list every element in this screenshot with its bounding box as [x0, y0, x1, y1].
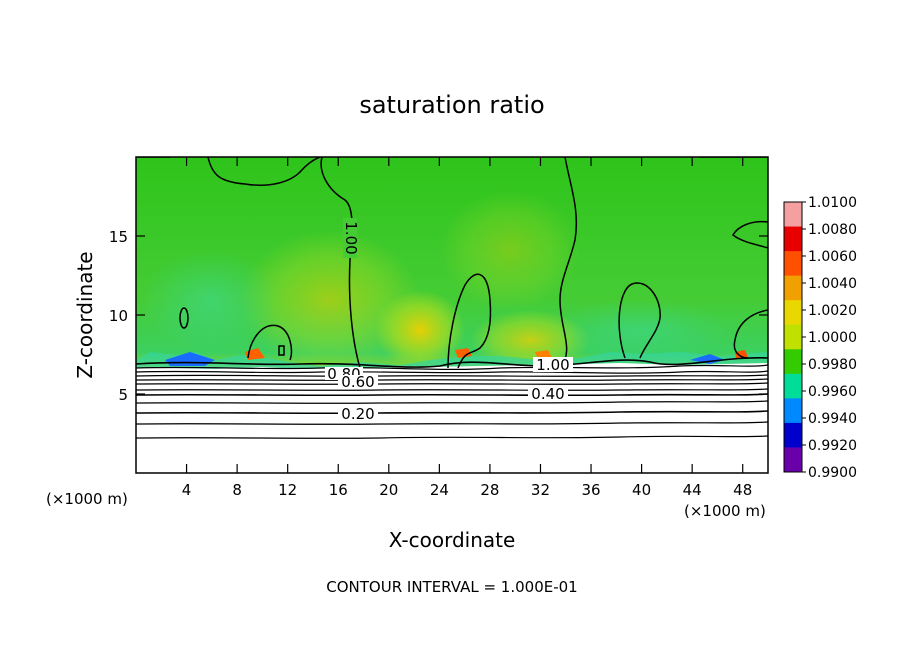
hot-spot: [535, 350, 552, 359]
x-tick-label: 12: [278, 481, 297, 499]
x-unit-left: (×1000 m): [46, 490, 128, 508]
x-tick-label: 32: [531, 481, 550, 499]
cyan-region: [550, 300, 730, 360]
x-tick-label: 48: [733, 481, 752, 499]
contour-label: 1.00: [536, 356, 569, 374]
colorbar-swatch: [784, 324, 802, 350]
x-tick-label: 24: [430, 481, 449, 499]
x-tick-label: 44: [683, 481, 702, 499]
warm-region: [440, 190, 580, 310]
colorbar-swatch: [784, 226, 802, 252]
colorbar-swatch: [784, 398, 802, 424]
contour-label-bg: [343, 218, 357, 258]
cyan-region: [140, 250, 280, 350]
contour-interval-note: CONTOUR INTERVAL = 1.000E-01: [326, 578, 577, 596]
contour-label: 0.60: [341, 373, 374, 391]
hot-spot: [455, 348, 472, 358]
y-axis-ticks: 5 10 15: [109, 228, 768, 404]
cold-spot: [690, 354, 725, 364]
colorbar-label: 1.0080: [808, 222, 857, 238]
x-tick-label: 28: [480, 481, 499, 499]
chart-title: saturation ratio: [359, 91, 544, 119]
x-tick-label: 16: [329, 481, 348, 499]
warm-region: [375, 290, 465, 370]
colorbar-swatch: [784, 422, 802, 448]
x-axis-ticks: 4 8 12 16 20 24 28 32 36 40 44 48: [182, 157, 752, 499]
contour-label-bg: [528, 386, 568, 400]
contour-label: 1.00: [342, 221, 360, 254]
hot-spot: [735, 350, 748, 358]
contour-label: 0.40: [531, 385, 564, 403]
x-tick-label: 40: [632, 481, 651, 499]
colorbar-label: 1.0000: [808, 330, 857, 346]
y-axis-label: Z-coordinate: [73, 251, 97, 378]
contour-label: 0.20: [341, 405, 374, 423]
colorbar-label: 1.0020: [808, 303, 857, 319]
warm-region: [240, 230, 420, 370]
colorbar-label: 0.9940: [808, 411, 857, 427]
contour-lines-stratified: [136, 357, 768, 439]
x-tick-label: 20: [379, 481, 398, 499]
contour-label-bg: [338, 375, 378, 388]
colorbar: 1.0100 1.0080 1.0060 1.0040 1.0020 1.0000 0.99…: [783, 195, 857, 481]
colorbar-label: 0.9900: [808, 465, 857, 481]
x-axis-label: X-coordinate: [389, 528, 516, 552]
colorbar-label: 0.9920: [808, 438, 857, 454]
colorbar-label: 0.9980: [808, 357, 857, 373]
colorbar-swatch: [784, 251, 802, 277]
y-tick-label: 10: [109, 307, 128, 325]
colorbar-label: 1.0060: [808, 249, 857, 265]
colorbar-swatch: [784, 373, 802, 399]
colorbar-label: 0.9960: [808, 384, 857, 400]
plot-area: 1.00 1.00 0.80 0.60 0.40 0.20: [136, 157, 768, 473]
colorbar-swatch: [784, 300, 802, 326]
hot-spot: [245, 348, 265, 360]
x-unit-right: (×1000 m): [684, 502, 766, 520]
y-tick-label: 5: [118, 386, 128, 404]
contour-label-bg: [338, 406, 378, 420]
colorbar-swatch: [784, 275, 802, 301]
y-tick-label: 15: [109, 228, 128, 246]
colorbar-swatch: [784, 202, 802, 228]
colorbar-swatch: [784, 349, 802, 375]
colorbar-label: 1.0100: [808, 195, 857, 211]
contour-label-bg: [533, 357, 573, 372]
x-tick-label: 36: [581, 481, 600, 499]
colorbar-swatch: [784, 447, 802, 473]
x-tick-label: 4: [182, 481, 192, 499]
x-tick-label: 8: [232, 481, 242, 499]
colorbar-label: 1.0040: [808, 276, 857, 292]
